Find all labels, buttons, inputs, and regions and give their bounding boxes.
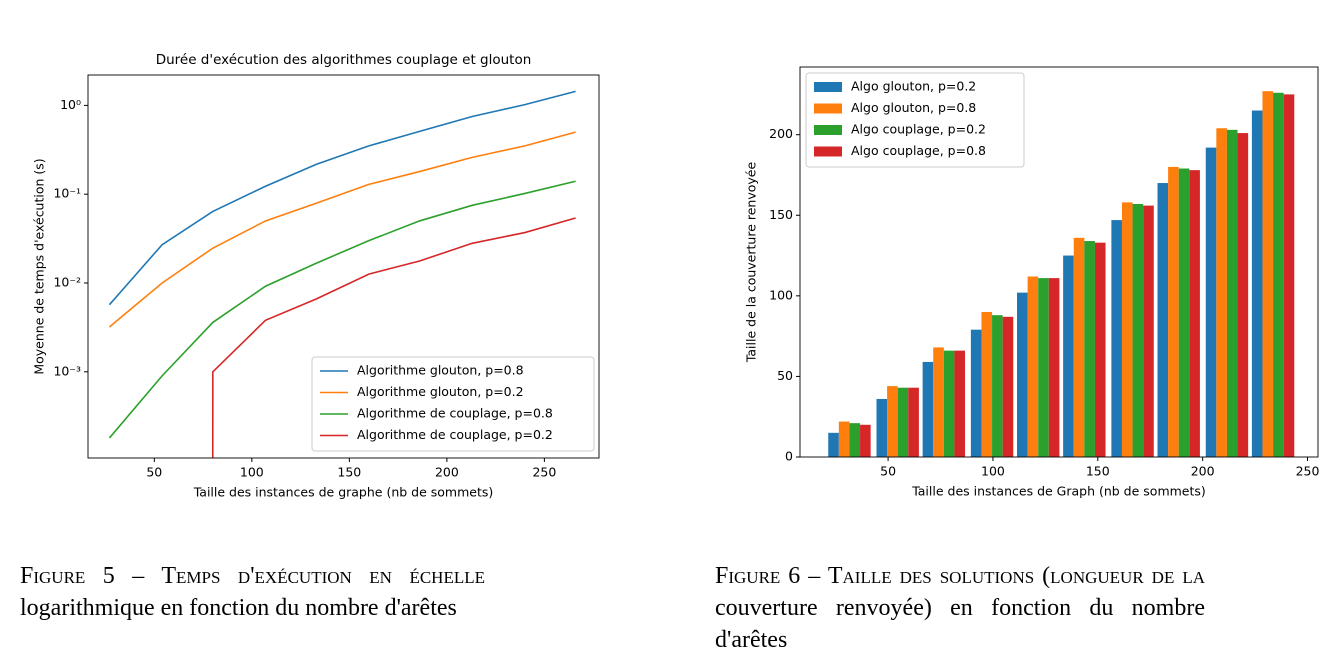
- bar: [1273, 92, 1284, 457]
- caption: Figure 6 – Taille des solutions (longueu…: [715, 563, 1205, 653]
- plot-frame: [87, 74, 600, 459]
- bar: [1121, 202, 1133, 457]
- line: [108, 180, 576, 439]
- legend-label: Algorithme de couplage, p=0.8: [357, 406, 553, 421]
- chart-title: Durée d'exécution des algorithmes coupla…: [156, 52, 532, 68]
- bar: [1237, 133, 1249, 457]
- plot-area: [108, 90, 576, 458]
- bar: [908, 387, 919, 457]
- line: [211, 217, 576, 458]
- bar: [887, 386, 898, 457]
- x-tick-label: 100: [981, 464, 1005, 479]
- legend-swatch: [814, 82, 842, 92]
- bar: [1143, 205, 1154, 457]
- bar: [1084, 241, 1095, 457]
- x-tick-label: 250: [1296, 464, 1320, 479]
- bar: [1226, 129, 1238, 457]
- bar: [992, 315, 1003, 457]
- bar: [1205, 147, 1217, 457]
- y-tick-label: 10⁰: [60, 97, 81, 112]
- legend-label: Algorithme glouton, p=0.2: [357, 384, 524, 399]
- bar: [1002, 316, 1014, 457]
- bar: [1189, 170, 1200, 457]
- line: [108, 90, 576, 306]
- legend-swatch: [814, 125, 842, 135]
- bar: [943, 350, 955, 457]
- line: [108, 131, 576, 328]
- legend-swatch: [814, 103, 842, 114]
- bar: [981, 311, 993, 457]
- bar: [838, 421, 850, 457]
- bar: [933, 347, 944, 457]
- bar: [1262, 91, 1274, 457]
- y-tick-label: 150: [769, 207, 793, 222]
- bar: [1178, 168, 1190, 457]
- x-tick-label: 100: [240, 465, 264, 480]
- legend-box: [805, 72, 1025, 168]
- x-tick-label: 50: [146, 465, 162, 480]
- x-tick-label: 250: [532, 465, 556, 480]
- legend-label: Algorithme glouton, p=0.8: [357, 363, 524, 378]
- y-axis-label: Taille de la couverture renvoyée: [744, 162, 759, 364]
- x-tick-label: 200: [1191, 464, 1215, 479]
- bar: [954, 350, 966, 457]
- x-tick-label: 200: [435, 465, 459, 480]
- legend-swatch: [814, 146, 842, 157]
- bar: [849, 423, 861, 457]
- bar: [1132, 203, 1144, 457]
- y-tick-label: 0: [785, 449, 793, 464]
- bar: [1038, 278, 1049, 457]
- bar: [860, 424, 871, 457]
- bar: [1094, 242, 1106, 457]
- bar: [1063, 255, 1074, 457]
- bar: [922, 361, 934, 457]
- y-tick-label: 10⁻³: [53, 363, 81, 378]
- x-tick-label: 150: [337, 465, 361, 480]
- x-tick-label: 50: [880, 464, 896, 479]
- bar: [970, 329, 982, 457]
- legend-box: [311, 356, 595, 452]
- bar: [1157, 183, 1169, 457]
- x-tick-label: 150: [1086, 464, 1110, 479]
- y-tick-label: 100: [769, 287, 793, 302]
- legend-label: Algo glouton, p=0.8: [851, 100, 976, 115]
- bar: [1111, 220, 1122, 457]
- bar: [876, 398, 888, 457]
- plot-area: [828, 91, 1295, 457]
- bar: [1283, 94, 1295, 457]
- bar: [1016, 292, 1028, 457]
- bar: [1251, 110, 1263, 457]
- plot-frame: [799, 66, 1319, 458]
- bar: [1216, 128, 1227, 457]
- bar: [1027, 276, 1039, 457]
- x-axis-label: Taille des instances de graphe (nb de so…: [193, 485, 494, 500]
- legend-label: Algorithme de couplage, p=0.2: [357, 427, 553, 442]
- bar: [828, 432, 839, 457]
- bar: [1073, 237, 1085, 457]
- legend-label: Algo couplage, p=0.2: [851, 122, 986, 137]
- y-tick-label: 10⁻¹: [53, 186, 81, 201]
- legend-label: Algo couplage, p=0.8: [851, 143, 986, 158]
- bar: [1048, 278, 1060, 457]
- legend-label: Algo glouton, p=0.2: [851, 79, 976, 94]
- bar: [897, 387, 909, 457]
- x-axis-label: Taille des instances de Graph (nb de som…: [911, 484, 1206, 499]
- figures: Durée d'exécution des algorithmes coupla…: [32, 52, 1320, 500]
- y-tick-label: 10⁻²: [53, 275, 81, 290]
- bar: [1168, 166, 1179, 457]
- caption: Figure 5 – Temps d'exécution en échelle …: [20, 563, 485, 621]
- y-axis-label: Moyenne de temps d'exécution (s): [32, 158, 47, 374]
- y-tick-label: 200: [769, 126, 793, 141]
- y-tick-label: 50: [777, 368, 793, 383]
